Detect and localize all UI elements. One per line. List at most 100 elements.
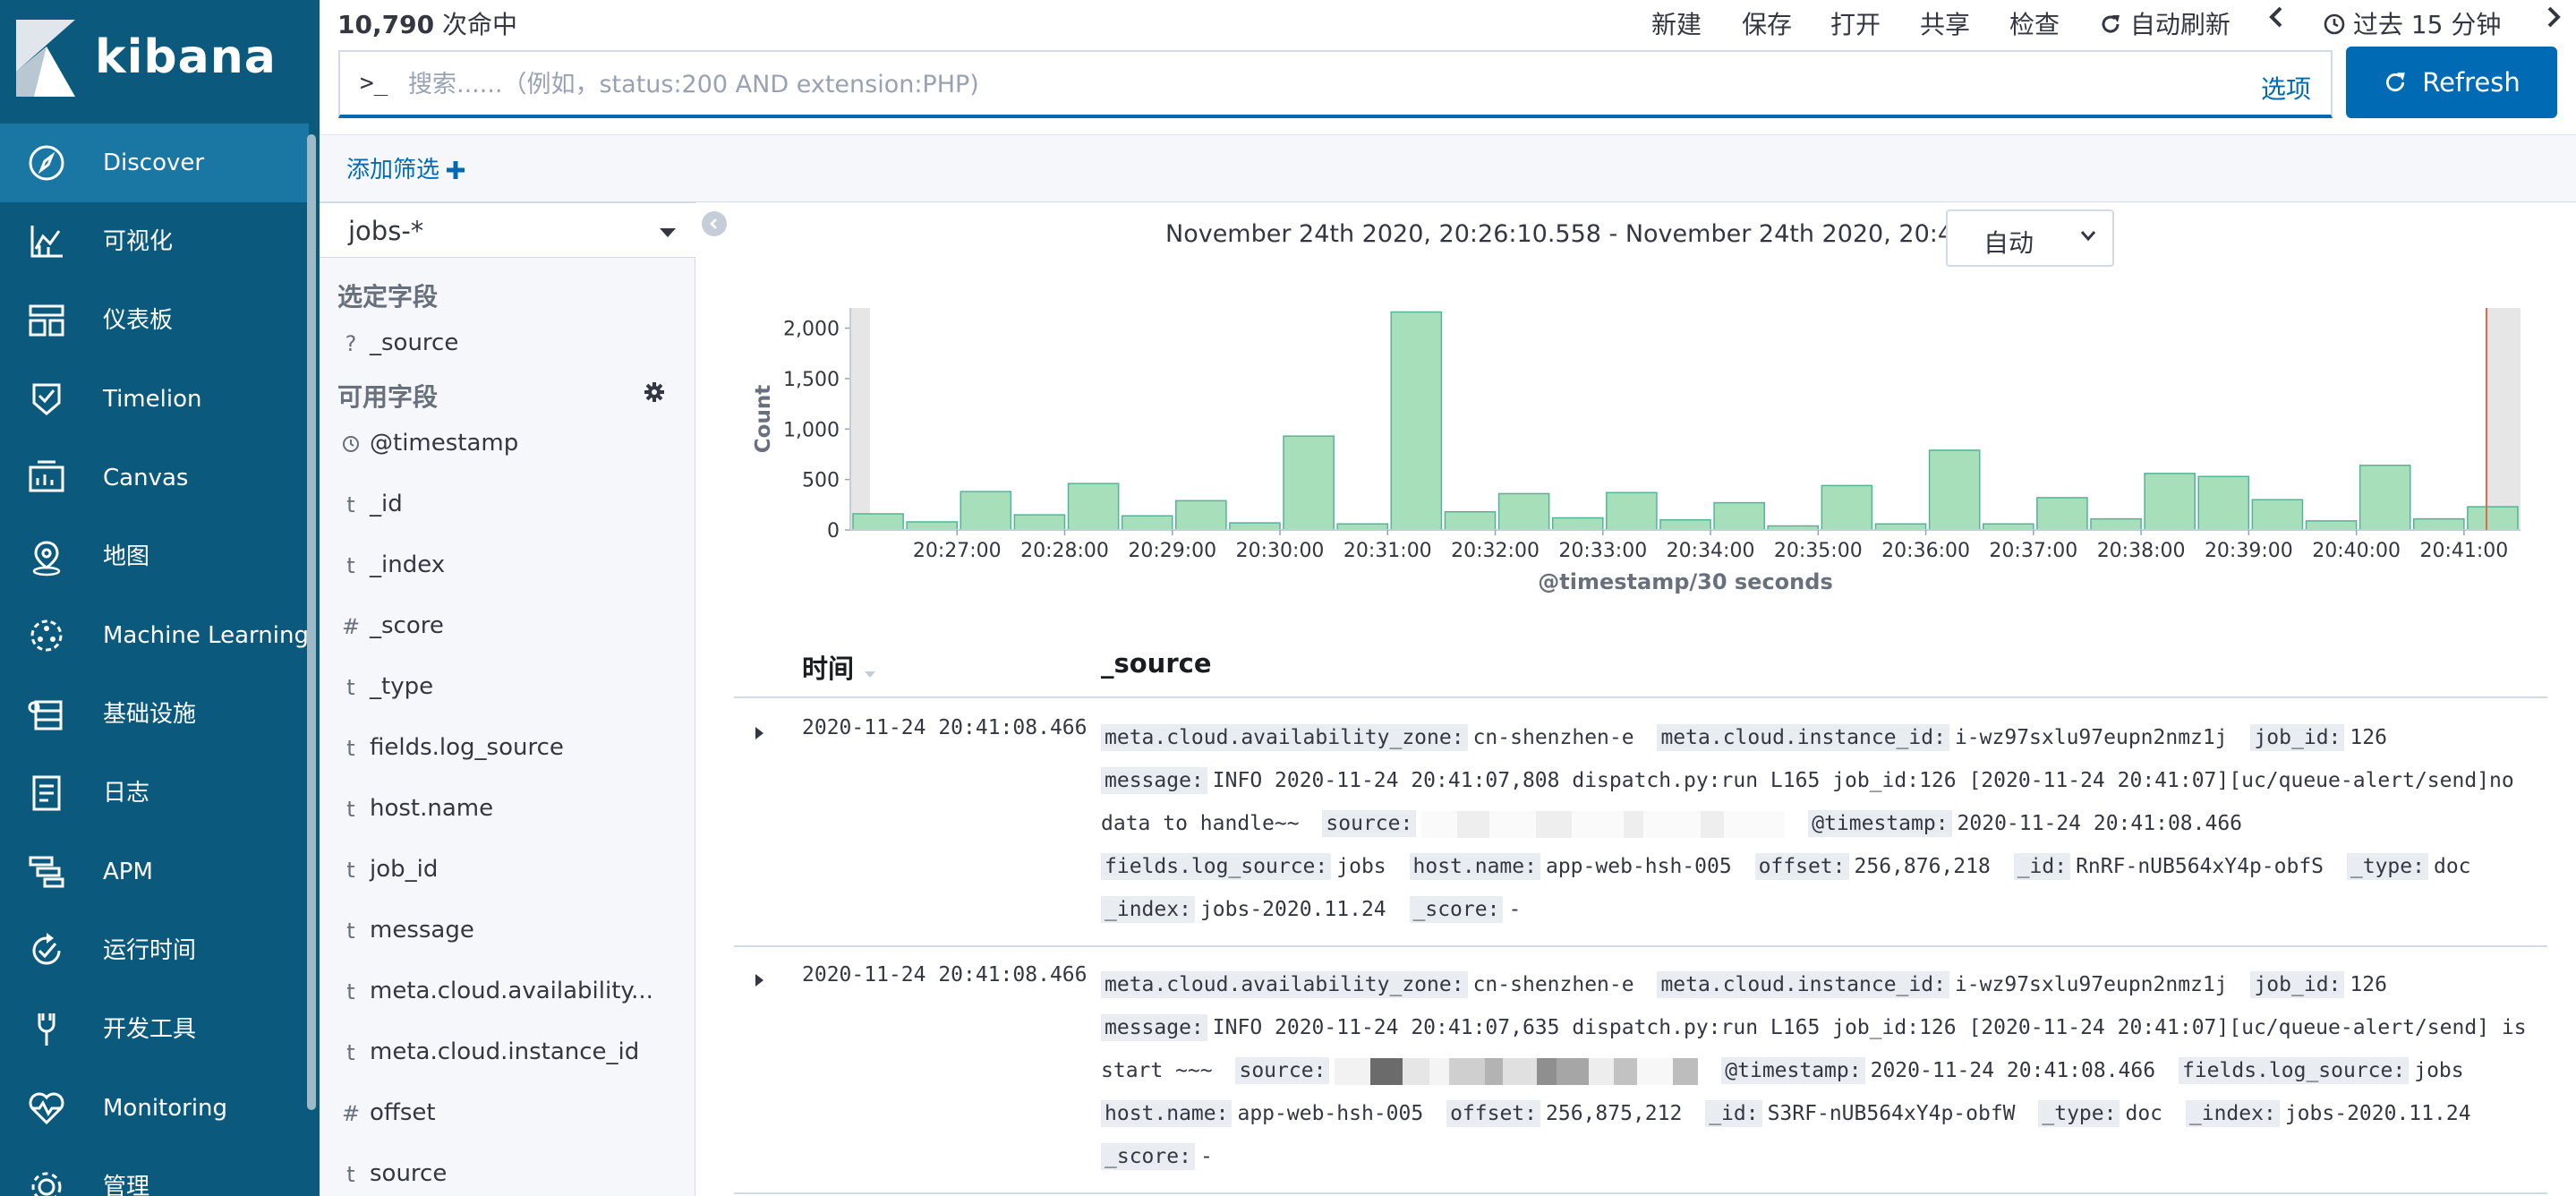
source-field-value: i-wz97sxlu97eupn2nmz1j — [1954, 973, 2228, 996]
add-filter-button[interactable]: 添加筛选 — [346, 151, 465, 184]
nav-item-machine-learning[interactable]: Machine Learning — [0, 596, 309, 675]
chevron-left-icon — [2269, 6, 2282, 28]
nav-item-label: Monitoring — [103, 1095, 228, 1122]
histogram-bar — [852, 513, 904, 531]
x-tick-label: 20:40:00 — [2312, 540, 2401, 562]
field-settings-button[interactable] — [644, 381, 669, 406]
search-input[interactable] — [408, 61, 2198, 107]
nav-item-label: Machine Learning — [103, 622, 309, 649]
clock-icon — [2324, 13, 2345, 35]
source-field-value: S3RF-nUB564xY4p-obfW — [1767, 1102, 2016, 1125]
chevron-down-icon — [2080, 231, 2096, 242]
hits-label: 次命中 — [434, 10, 517, 39]
nav-item-monitoring[interactable]: Monitoring — [0, 1069, 309, 1148]
histogram-bar — [2197, 475, 2250, 531]
source-field-key: job_id: — [2250, 724, 2345, 751]
field-item[interactable]: ? _source — [320, 315, 695, 376]
histogram-chart: 0 500 1,000 1,500 2,000 Count 20:27:00 20:28:00… — [752, 308, 2521, 594]
nav-item-maps[interactable]: 地图 — [0, 517, 309, 596]
y-axis-label: Count — [752, 385, 775, 453]
sort-down-icon[interactable] — [863, 669, 877, 679]
field-item[interactable]: t meta.cloud.availability... — [320, 963, 695, 1024]
field-item[interactable]: t meta.cloud.instance_id — [320, 1024, 695, 1085]
source-field-key: meta.cloud.availability_zone: — [1101, 971, 1468, 998]
field-item[interactable]: t job_id — [320, 841, 695, 902]
menu-share[interactable]: 共享 — [1920, 10, 1971, 39]
field-item[interactable]: t message — [320, 902, 695, 963]
histogram-bar — [1606, 491, 1658, 531]
nav-item-devtools[interactable]: 开发工具 — [0, 990, 309, 1069]
collapse-sidebar-button[interactable] — [702, 211, 727, 236]
y-tick-label: 1,000 — [783, 419, 840, 441]
nav-item-label: 仪表板 — [103, 307, 174, 334]
field-item[interactable]: @timestamp — [320, 415, 695, 476]
expand-row-icon[interactable] — [755, 974, 763, 987]
field-item[interactable]: # offset — [320, 1085, 695, 1146]
time-forward-button[interactable] — [2545, 5, 2563, 35]
nav-item-label: 可视化 — [103, 228, 174, 255]
source-field-key: _type: — [2346, 853, 2428, 880]
kibana-logo[interactable]: kibana — [0, 0, 320, 118]
source-field-value: - — [1508, 898, 1522, 921]
nav-item-timelion[interactable]: Timelion — [0, 360, 309, 439]
histogram-bar — [2412, 517, 2465, 531]
nav-item-label: 开发工具 — [103, 1016, 197, 1043]
source-field-value: RnRF-nUB564xY4p-obfS — [2076, 855, 2324, 878]
row-timestamp: 2020-11-24 20:41:08.466 — [802, 716, 1088, 739]
compass-icon — [27, 143, 66, 183]
menu-inspect[interactable]: 检查 — [2009, 10, 2060, 39]
source-field-value: doc — [2125, 1102, 2163, 1125]
menu-open[interactable]: 打开 — [1830, 10, 1881, 39]
menu-new[interactable]: 新建 — [1651, 10, 1702, 39]
nav-item-infrastructure[interactable]: 基础设施 — [0, 675, 309, 754]
field-item[interactable]: t host.name — [320, 781, 695, 841]
uptime-icon — [27, 931, 66, 970]
source-field-value: app-web-hsh-005 — [1237, 1102, 1424, 1125]
column-header-time[interactable]: 时间 — [802, 648, 877, 686]
sidenav-scrollbar[interactable] — [307, 134, 316, 1110]
x-axis-label: @timestamp/30 seconds — [1538, 569, 1832, 594]
interval-select[interactable]: 自动 — [1946, 209, 2114, 267]
time-back-button[interactable] — [2267, 5, 2285, 35]
menu-save[interactable]: 保存 — [1742, 10, 1793, 39]
source-field-key: meta.cloud.availability_zone: — [1101, 724, 1468, 751]
field-item[interactable]: t source — [320, 1146, 695, 1196]
source-field-value: INFO 2020-11-24 20:41:07,635 dispatch.py… — [1101, 1016, 2527, 1082]
nav-item-uptime[interactable]: 运行时间 — [0, 911, 309, 990]
field-item[interactable]: # _score — [320, 598, 695, 659]
kibana-logo-text: kibana — [95, 30, 277, 84]
menu-auto-refresh[interactable]: 自动刷新 — [2099, 5, 2231, 41]
index-pattern-select[interactable]: jobs-* — [320, 202, 695, 258]
nav-item-canvas[interactable]: Canvas — [0, 439, 309, 517]
nav-item-logs[interactable]: 日志 — [0, 754, 309, 833]
redacted-value — [1335, 1049, 1699, 1092]
field-item[interactable]: t _type — [320, 659, 695, 720]
y-tick-label: 2,000 — [783, 319, 840, 341]
source-field-key: source: — [1322, 810, 1417, 837]
nav-item-apm[interactable]: APM — [0, 833, 309, 911]
time-picker-label: 过去 15 分钟 — [2352, 10, 2502, 39]
nav-item-compass[interactable]: Discover — [0, 124, 309, 202]
nav-item-dashboard[interactable]: 仪表板 — [0, 281, 309, 360]
nav-item-label: Discover — [103, 150, 205, 176]
field-name: _type — [370, 673, 434, 700]
field-item[interactable]: t _id — [320, 476, 695, 537]
source-field-key: _type: — [2038, 1100, 2120, 1127]
field-item[interactable]: t _index — [320, 537, 695, 598]
x-tick-label: 20:30:00 — [1236, 540, 1325, 562]
histogram-bar — [1444, 510, 1497, 531]
x-tick-label: 20:39:00 — [2205, 540, 2293, 562]
x-tick-label: 20:28:00 — [1020, 540, 1109, 562]
nav-item-label: 基础设施 — [103, 701, 197, 728]
table-row: 2020-11-24 20:41:08.466 meta.cloud.availa… — [734, 947, 2547, 1194]
refresh-button[interactable]: Refresh — [2346, 47, 2557, 118]
time-picker[interactable]: 过去 15 分钟 — [2324, 5, 2501, 41]
query-language-icon[interactable]: >_ — [360, 70, 388, 97]
query-options-link[interactable]: 选项 — [2260, 74, 2311, 104]
field-item[interactable]: t fields.log_source — [320, 720, 695, 781]
expand-row-icon[interactable] — [755, 727, 763, 739]
nav-item-management[interactable]: 管理 — [0, 1148, 309, 1196]
nav-item-visualize[interactable]: 可视化 — [0, 202, 309, 281]
available-fields-title: 可用字段 — [337, 382, 439, 412]
auto-refresh-label: 自动刷新 — [2129, 10, 2231, 39]
